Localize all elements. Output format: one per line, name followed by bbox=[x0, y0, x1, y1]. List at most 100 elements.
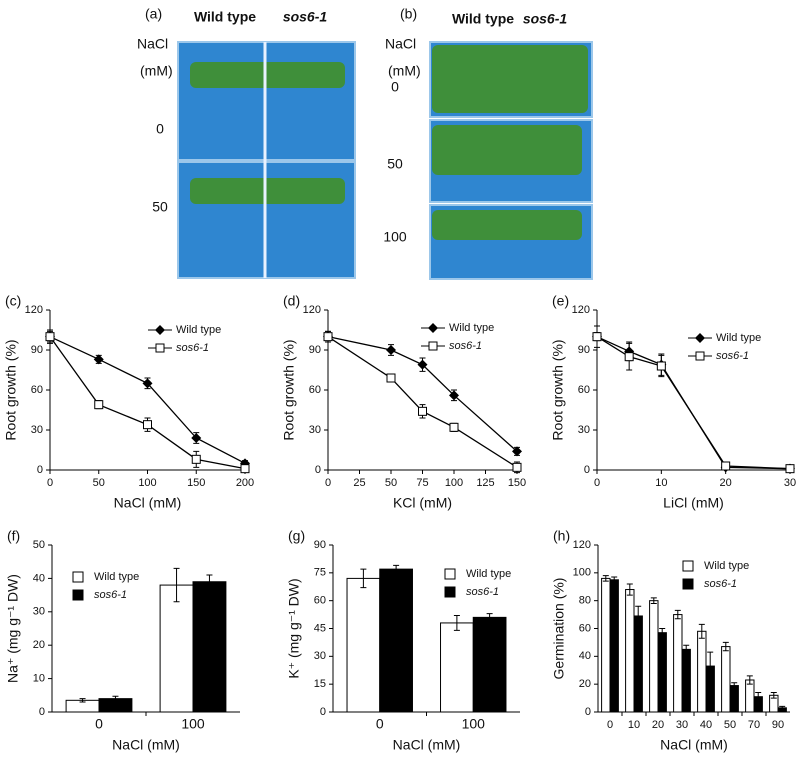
error-bar bbox=[611, 576, 618, 584]
bar bbox=[472, 616, 507, 713]
marker bbox=[721, 461, 731, 471]
marker bbox=[512, 462, 522, 472]
y-tick-label: 120 bbox=[573, 539, 591, 551]
error-bar bbox=[659, 628, 666, 638]
x-axis-label: NaCl (mM) bbox=[393, 737, 461, 753]
error-bar bbox=[650, 597, 657, 604]
x-axis-label: NaCl (mM) bbox=[114, 495, 182, 511]
error-bar bbox=[635, 605, 642, 627]
y-tick-label: 0 bbox=[585, 706, 591, 718]
error-bar bbox=[698, 623, 705, 639]
panel-label: (g) bbox=[288, 528, 305, 544]
marker bbox=[695, 333, 705, 343]
bar bbox=[649, 600, 659, 713]
bar bbox=[346, 577, 381, 713]
error-bar bbox=[722, 641, 729, 652]
legend-label: sos6-1 bbox=[716, 350, 749, 362]
x-tick-label: 90 bbox=[772, 719, 784, 731]
error-bar bbox=[360, 568, 367, 589]
x-tick-label: 50 bbox=[93, 477, 105, 489]
x-tick-label: 0 bbox=[95, 716, 103, 732]
marker bbox=[386, 345, 396, 355]
legend-label: Wild type bbox=[466, 568, 511, 580]
panel-label: (c) bbox=[5, 293, 21, 309]
legend-label: sos6-1 bbox=[449, 340, 482, 352]
bar bbox=[609, 579, 619, 713]
x-tick-label: 70 bbox=[748, 719, 760, 731]
row-header: NaCl bbox=[137, 36, 168, 52]
bar bbox=[673, 614, 683, 713]
marker bbox=[155, 343, 165, 353]
series-line bbox=[327, 336, 518, 468]
x-axis-label: NaCl (mM) bbox=[112, 737, 180, 753]
marker bbox=[93, 354, 104, 365]
bar bbox=[440, 622, 474, 713]
bar bbox=[625, 589, 635, 713]
error-bar bbox=[683, 644, 690, 655]
bar bbox=[192, 581, 227, 713]
y-tick-label: 60 bbox=[579, 622, 591, 634]
series-line bbox=[49, 336, 246, 464]
error-bar bbox=[112, 695, 119, 702]
y-tick-label: 120 bbox=[25, 304, 43, 316]
x-tick-label: 100 bbox=[462, 716, 486, 732]
x-tick-label: 10 bbox=[655, 477, 667, 489]
legend-swatch bbox=[72, 589, 84, 601]
y-tick-label: 40 bbox=[33, 572, 45, 584]
panel-label: (f) bbox=[7, 528, 20, 544]
legend-swatch bbox=[72, 571, 84, 583]
y-tick-label: 30 bbox=[31, 424, 43, 436]
x-tick-label: 25 bbox=[353, 477, 365, 489]
error-bar bbox=[707, 651, 714, 681]
y-tick-label: 0 bbox=[37, 464, 43, 476]
y-tick-label: 60 bbox=[31, 384, 43, 396]
y-tick-label: 0 bbox=[320, 706, 326, 718]
x-tick-label: 100 bbox=[181, 716, 205, 732]
x-tick-label: 0 bbox=[594, 477, 600, 489]
marker bbox=[323, 332, 333, 342]
seedlings bbox=[432, 210, 582, 240]
error-bar bbox=[486, 613, 493, 622]
bar bbox=[681, 648, 691, 713]
legend-swatch bbox=[682, 578, 694, 590]
marker bbox=[592, 332, 602, 342]
y-tick-label: 90 bbox=[309, 344, 321, 356]
series-line bbox=[49, 336, 246, 470]
y-tick-label: 60 bbox=[309, 384, 321, 396]
legend-swatch bbox=[682, 560, 694, 572]
y-tick-label: 90 bbox=[314, 539, 326, 551]
y-tick-label: 30 bbox=[309, 424, 321, 436]
marker bbox=[428, 341, 438, 351]
y-tick-label: 90 bbox=[31, 344, 43, 356]
marker bbox=[45, 332, 55, 342]
y-tick-label: 60 bbox=[314, 595, 326, 607]
bar bbox=[379, 568, 413, 713]
y-axis-label: K⁺ (mg g⁻¹ DW) bbox=[286, 578, 302, 678]
marker bbox=[143, 420, 152, 430]
column-header: sos6-1 bbox=[283, 9, 328, 25]
panel-label: (h) bbox=[553, 528, 570, 544]
y-axis-label: Root growth (%) bbox=[550, 339, 566, 440]
legend-label: Wild type bbox=[449, 322, 494, 334]
y-tick-label: 120 bbox=[303, 304, 321, 316]
marker bbox=[417, 359, 428, 370]
legend-label: sos6-1 bbox=[176, 342, 209, 354]
y-tick-label: 45 bbox=[314, 622, 326, 634]
y-tick-label: 80 bbox=[579, 595, 591, 607]
series-line bbox=[327, 336, 518, 452]
row-label: 0 bbox=[156, 121, 164, 137]
marker bbox=[94, 400, 104, 410]
y-tick-label: 0 bbox=[39, 706, 45, 718]
bar bbox=[159, 584, 194, 713]
bar bbox=[633, 615, 643, 713]
row-label: 0 bbox=[391, 79, 399, 95]
legend-swatch bbox=[444, 586, 456, 598]
x-tick-label: 125 bbox=[476, 477, 494, 489]
y-tick-label: 20 bbox=[33, 639, 45, 651]
row-header: NaCl bbox=[385, 36, 416, 52]
seedlings bbox=[190, 178, 345, 204]
marker bbox=[449, 422, 459, 432]
marker bbox=[142, 378, 153, 389]
y-tick-label: 30 bbox=[33, 606, 45, 618]
